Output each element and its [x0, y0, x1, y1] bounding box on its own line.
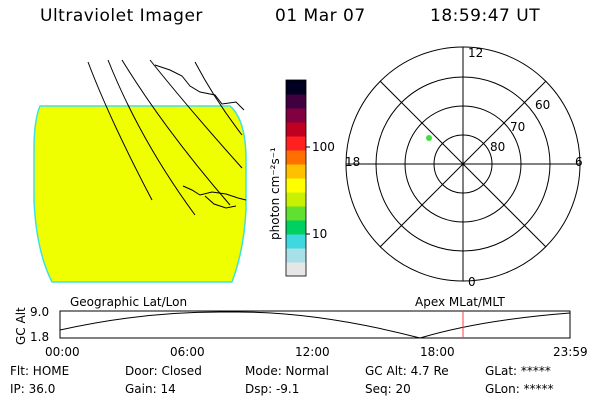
colorbar-label-10: 10 [312, 227, 328, 241]
date-label: 01 Mar 07 [275, 6, 366, 26]
geographic-image [33, 59, 247, 283]
color-bar-frame [285, 79, 307, 277]
info-flt: Flt: HOME [10, 364, 70, 378]
apex-label: Apex MLat/MLT [415, 295, 505, 309]
mlt-line-diag-2 [379, 80, 547, 248]
timeline-tick-24: 23:59 [553, 345, 588, 359]
color-bar-segment [286, 122, 306, 137]
timeline-plot [59, 310, 571, 339]
info-seq: Seq: 20 [365, 382, 411, 396]
timeline-tick-18: 18:00 [420, 345, 455, 359]
color-bar-segment [286, 136, 306, 151]
timeline-tick-12: 12:00 [295, 345, 330, 359]
color-bar [286, 80, 306, 277]
timeline-ymin: 1.8 [30, 330, 50, 344]
mlt-label-12: 12 [468, 46, 484, 60]
time-label: 18:59:47 UT [430, 6, 541, 26]
mlt-label-6: 6 [575, 155, 583, 169]
info-door: Door: Closed [125, 364, 202, 378]
info-gcalt: GC Alt: 4.7 Re [365, 364, 449, 378]
timeline-ymax: 9.0 [30, 305, 50, 319]
altitude-curve [59, 311, 571, 339]
color-bar-segment [286, 164, 306, 179]
info-ip: IP: 36.0 [10, 382, 56, 396]
timeline-ylabel: GC Alt [14, 307, 28, 345]
color-bar-segment [286, 108, 306, 123]
timeline-tick-6: 06:00 [170, 345, 205, 359]
color-bar-segment [286, 94, 306, 109]
mlt-label-0: 0 [468, 275, 476, 289]
color-bar-segment [286, 80, 306, 95]
auroral-image-disk [33, 105, 247, 283]
timeline-tick-0: 00:00 [45, 345, 80, 359]
polar-plot [345, 46, 581, 282]
lat-label-60: 60 [535, 98, 551, 112]
color-bar-segment [286, 248, 306, 263]
color-bar-segment [286, 150, 306, 165]
info-gain: Gain: 14 [125, 382, 176, 396]
info-glon: GLon: ***** [485, 382, 554, 396]
graticule-lines [87, 59, 243, 216]
color-bar-segment [286, 206, 306, 221]
color-bar-segment [286, 192, 306, 207]
color-bar-segment [286, 262, 306, 277]
lat-label-70: 70 [510, 120, 526, 134]
geographic-label: Geographic Lat/Lon [70, 295, 188, 309]
info-mode: Mode: Normal [245, 364, 329, 378]
lat-label-80: 80 [490, 140, 506, 154]
colorbar-unit-label: photon cm⁻²s⁻¹ [268, 147, 282, 240]
coastline [154, 64, 247, 209]
info-dsp: Dsp: -9.1 [245, 382, 300, 396]
colorbar-label-100: 100 [312, 140, 335, 154]
color-bar-segment [286, 234, 306, 249]
info-glat: GLat: ***** [485, 364, 551, 378]
mlt-label-18: 18 [345, 155, 361, 169]
spacecraft-marker [426, 135, 432, 141]
color-bar-segment [286, 178, 306, 193]
color-bar-segment [286, 220, 306, 235]
timeline-frame [59, 310, 571, 339]
instrument-title: Ultraviolet Imager [40, 6, 203, 26]
